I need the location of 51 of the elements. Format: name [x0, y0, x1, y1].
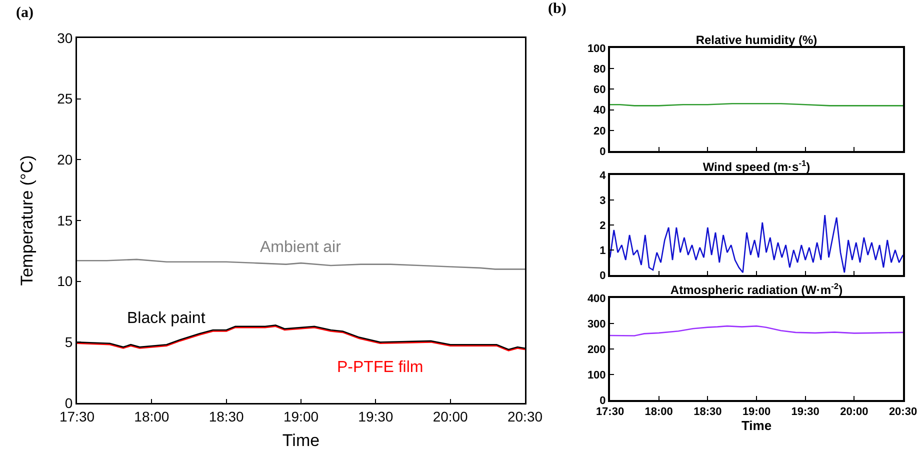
- x-tick-label: 20:00: [432, 408, 468, 424]
- y-tick-label: 25: [57, 90, 73, 107]
- line-series: [610, 214, 903, 274]
- y-tick-label: 300: [587, 318, 606, 330]
- y-tick-label: 0: [600, 146, 606, 158]
- y-tick-label: 0: [64, 394, 73, 411]
- y-tick-label: 100: [587, 369, 606, 382]
- y-tick-label: 15: [57, 212, 73, 228]
- x-axis-title: Time: [741, 418, 772, 434]
- x-tick-label: 17:30: [59, 408, 95, 424]
- series-label: P-PTFE film: [337, 359, 424, 376]
- y-tick-label: 80: [594, 63, 606, 76]
- x-tick-label: 20:30: [507, 408, 543, 424]
- x-tick-label: 20:30: [888, 406, 918, 418]
- y-tick-label: 30: [57, 30, 73, 46]
- chart-title: Atmospheric radiation (W·m$^{-2}$): [670, 280, 843, 297]
- x-tick-label: 18:00: [644, 406, 673, 418]
- x-tick-label: 18:00: [134, 408, 170, 424]
- y-tick-label: 5: [64, 334, 73, 350]
- chart-title: Wind speed (m·s$^{-1}$): [702, 158, 810, 174]
- y-axis-title: Temperature (°C): [18, 155, 36, 286]
- y-tick-label: 3: [600, 194, 606, 207]
- x-tick-label: 19:00: [742, 406, 771, 418]
- line-series: [610, 325, 903, 336]
- y-tick-label: 20: [594, 125, 606, 138]
- y-tick-label: 200: [587, 344, 606, 356]
- x-tick-label: 20:00: [840, 406, 868, 418]
- y-tick-label: 0: [600, 394, 606, 407]
- y-tick-label: 1: [600, 244, 606, 257]
- x-tick-label: 19:30: [791, 406, 820, 418]
- chart-title: Relative humidity (%): [696, 33, 818, 47]
- x-tick-label: 18:30: [694, 406, 722, 418]
- x-tick-label: 19:30: [358, 408, 394, 424]
- series-label: Black paint: [127, 310, 206, 327]
- y-tick-label: 100: [587, 42, 606, 55]
- y-tick-label: 0: [600, 270, 606, 282]
- text: (a): [16, 5, 34, 21]
- line-series: [77, 258, 525, 270]
- y-tick-label: 60: [594, 84, 606, 96]
- y-tick-label: 2: [600, 220, 606, 232]
- y-tick-label: 20: [57, 152, 73, 168]
- x-tick-label: 18:30: [208, 408, 244, 424]
- y-tick-label: 4: [600, 170, 607, 182]
- text: (b): [548, 1, 566, 17]
- y-tick-label: 40: [594, 104, 606, 117]
- series-label: Ambient air: [260, 239, 342, 256]
- y-tick-label: 10: [57, 273, 73, 290]
- y-tick-label: 400: [587, 292, 606, 305]
- x-axis-title: Time: [282, 431, 320, 450]
- x-tick-label: 17:30: [596, 406, 624, 418]
- x-tick-label: 19:00: [283, 408, 319, 424]
